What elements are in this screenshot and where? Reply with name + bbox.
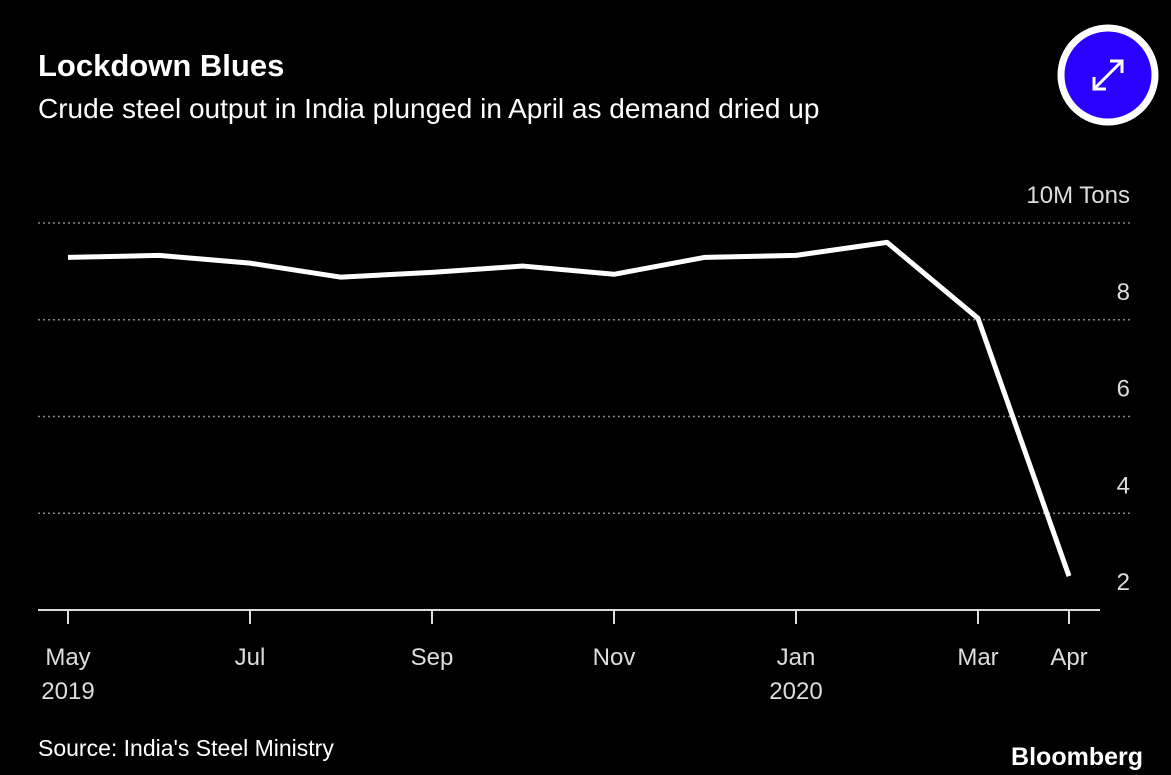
expand-icon[interactable] <box>1092 59 1124 91</box>
x-tick-label: Jan 2020 <box>769 644 822 705</box>
x-tick-label: Mar <box>957 644 998 671</box>
data-line <box>67 239 1072 577</box>
x-tick-label: Nov <box>593 644 636 671</box>
chart-subtitle: Crude steel output in India plunged in A… <box>38 93 819 124</box>
source: Source: India's Steel Ministry <box>38 735 334 761</box>
y-tick-label: 2 <box>1117 569 1130 596</box>
y-tick-label: 8 <box>1117 279 1130 306</box>
y-tick-label: 10M Tons <box>1026 182 1130 209</box>
chart-title: Lockdown Blues <box>38 48 284 83</box>
y-tick-label: 6 <box>1117 376 1130 403</box>
brand-logo: Bloomberg <box>1011 743 1143 771</box>
x-tick-label: Sep <box>411 644 454 671</box>
x-tick-label: Apr <box>1050 644 1087 671</box>
expand-button[interactable] <box>1057 24 1159 126</box>
y-tick-label: 4 <box>1117 472 1130 499</box>
x-tick-label: Jul <box>235 644 266 671</box>
x-tick-label: May 2019 <box>41 644 94 705</box>
